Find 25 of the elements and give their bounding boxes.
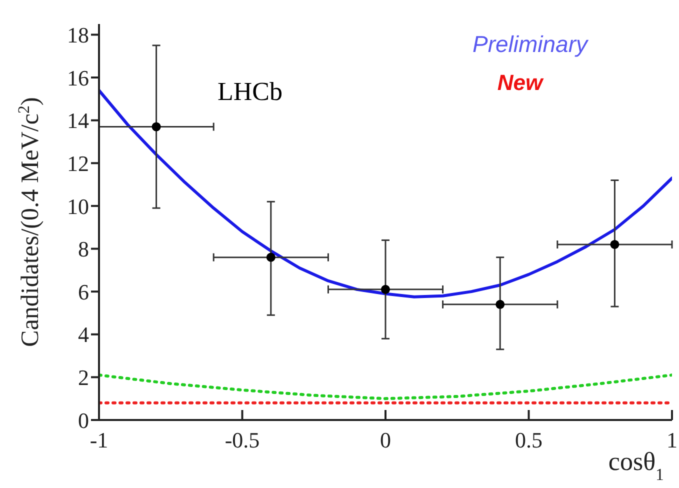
- y-tick-label: 2: [78, 365, 89, 390]
- point: [496, 300, 505, 309]
- annotation: Preliminary: [472, 31, 590, 57]
- x-tick-label: -0.5: [224, 428, 260, 453]
- y-tick-label: 16: [67, 65, 89, 90]
- x-tick-label: 0: [380, 428, 391, 453]
- y-tick-label: 8: [78, 236, 89, 262]
- annotation: LHCb: [218, 77, 282, 106]
- y-tick-label: 14: [67, 108, 89, 134]
- y-tick-label: 0: [78, 408, 89, 433]
- y-tick-label: 6: [78, 279, 89, 304]
- point: [266, 252, 276, 262]
- y-tick-label: 18: [67, 22, 89, 48]
- annotation: New: [497, 70, 544, 95]
- x-tick-label: 1: [666, 428, 678, 453]
- y-tick-label: 12: [67, 150, 89, 176]
- point: [610, 240, 620, 249]
- x-tick-label: 0.5: [515, 428, 542, 453]
- point: [152, 122, 161, 132]
- x-axis-title: cosθ$_{1}$: [608, 447, 664, 484]
- y-tick-label: 4: [78, 322, 89, 348]
- x-tick-label: -1: [90, 428, 108, 453]
- line-series: [99, 374, 672, 400]
- point: [380, 284, 390, 294]
- y-tick-label: 10: [67, 194, 89, 219]
